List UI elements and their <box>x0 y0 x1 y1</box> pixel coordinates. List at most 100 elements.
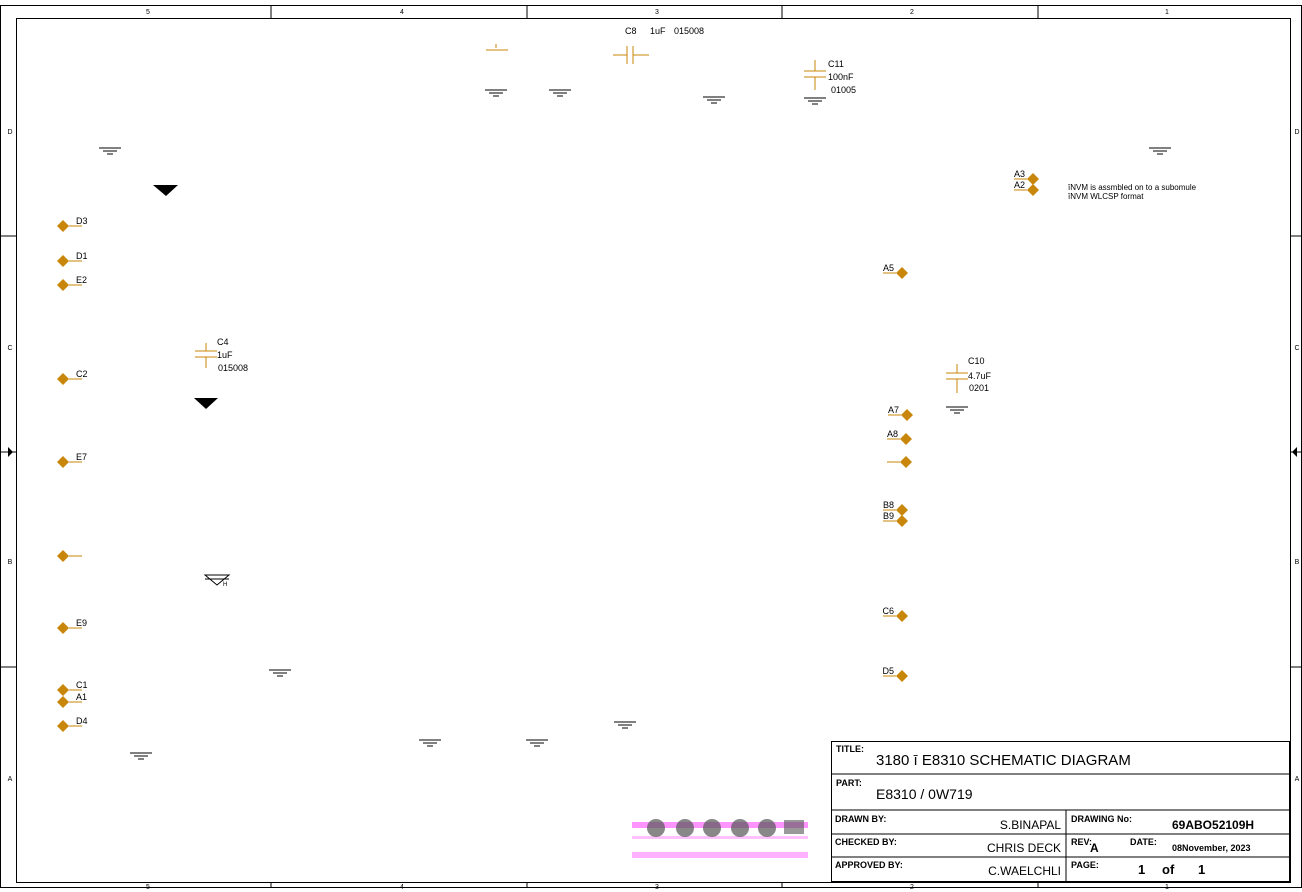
zone-row-label: A <box>8 776 13 783</box>
pin-diamond-icon <box>900 433 912 445</box>
pin-label: A8 <box>887 429 898 439</box>
pin-label: C2 <box>76 369 88 379</box>
pin-port[interactable]: A2 <box>1014 180 1039 196</box>
date-label: DATE: <box>1130 837 1157 847</box>
date: 08November, 2023 <box>1172 843 1251 853</box>
pin-port[interactable]: D3 <box>57 216 88 232</box>
pin-label: B8 <box>883 500 894 510</box>
pin-diamond-icon <box>57 684 69 696</box>
capacitor-value: 100nF <box>828 72 854 82</box>
ground-icon <box>269 669 291 677</box>
pin-diamond-icon <box>57 622 69 634</box>
svg-text:H: H <box>223 582 227 588</box>
ground-icon <box>485 89 507 97</box>
power-flag-icon <box>153 185 178 196</box>
capacitor-c11[interactable] <box>804 60 826 90</box>
pin-port[interactable]: C1 <box>57 680 88 696</box>
pin-port[interactable]: E7 <box>57 452 87 468</box>
capacitor-package: 0201 <box>969 383 989 393</box>
zone-row-label: C <box>1294 345 1299 352</box>
pin-port[interactable] <box>887 456 912 468</box>
pin-diamond-icon <box>57 279 69 291</box>
pin-label: E7 <box>76 452 87 462</box>
pin-port[interactable]: E9 <box>57 618 87 634</box>
capacitor-value: 4.7uF <box>968 371 992 381</box>
page-total: 1 <box>1198 862 1206 877</box>
pin-label: C6 <box>882 606 894 616</box>
page-label: PAGE: <box>1071 860 1099 870</box>
pin-diamond-icon <box>896 267 908 279</box>
pin-label: E9 <box>76 618 87 628</box>
pin-diamond-icon <box>1027 173 1039 185</box>
pin-diamond-icon <box>57 456 69 468</box>
capacitor-ref: C4 <box>217 337 229 347</box>
ground-icon <box>946 406 968 414</box>
pin-diamond-icon <box>57 550 69 562</box>
pin-port[interactable]: A7 <box>888 405 913 421</box>
pin-diamond-icon <box>57 255 69 267</box>
zone-col-label: 3 <box>655 9 659 16</box>
zone-col-label: 1 <box>1165 9 1169 16</box>
pin-label: D3 <box>76 216 88 226</box>
pin-port[interactable]: B8 <box>883 500 908 516</box>
drawn-by: S.BINAPAL <box>999 818 1061 832</box>
zone-row-label: B <box>1295 559 1300 566</box>
pin-label: D1 <box>76 251 88 261</box>
pin-diamond-icon <box>57 696 69 708</box>
capacitor-ref: C8 <box>625 26 637 36</box>
zone-col-label: 2 <box>910 9 914 16</box>
pin-port[interactable]: B9 <box>883 511 908 527</box>
zone-row-label: B <box>8 559 13 566</box>
pin-port[interactable]: A1 <box>57 692 87 708</box>
ground-icon <box>614 721 636 729</box>
ground-symbols <box>99 89 1171 760</box>
drawing-number: 69ABO52109H <box>1172 818 1255 832</box>
pin-port[interactable]: A5 <box>883 263 908 279</box>
page-of: of <box>1162 862 1175 877</box>
capacitor-c4[interactable] <box>195 343 217 368</box>
title-label: TITLE: <box>836 744 864 754</box>
approved-by-label: APPROVED BY: <box>835 860 903 870</box>
capacitor-package: 015008 <box>218 363 248 373</box>
ground-icon <box>1149 147 1171 155</box>
checked-by: CHRIS DECK <box>986 841 1061 855</box>
pin-port[interactable]: C6 <box>882 606 908 622</box>
pin-port[interactable]: E2 <box>57 275 87 291</box>
pin-port[interactable]: A3 <box>1014 169 1039 185</box>
zone-col-label: 1 <box>1165 884 1169 891</box>
part-label: PART: <box>836 778 862 788</box>
zone-col-label: 2 <box>910 884 914 891</box>
pin-port[interactable]: D1 <box>57 251 88 267</box>
drawing-no-label: DRAWING No: <box>1071 814 1132 824</box>
pin-port[interactable]: A8 <box>887 429 912 445</box>
zone-row-label: D <box>1294 129 1299 136</box>
pin-diamond-icon <box>1027 184 1039 196</box>
title-block-frame <box>831 741 1290 882</box>
pin-port[interactable]: D4 <box>57 716 88 732</box>
pin-port[interactable] <box>57 550 82 562</box>
pin-port[interactable]: D5 <box>882 666 908 682</box>
revision: A <box>1090 841 1099 855</box>
capacitor-package: 01005 <box>831 85 856 95</box>
pin-label: A3 <box>1014 169 1025 179</box>
pin-diamond-icon <box>57 720 69 732</box>
capacitor-c10[interactable] <box>946 364 968 393</box>
note-line: īNVM WLCSP format <box>1068 192 1144 201</box>
capacitor-value: 1uF <box>650 26 666 36</box>
pin-label: E2 <box>76 275 87 285</box>
pin-label: D5 <box>882 666 894 676</box>
checked-by-label: CHECKED BY: <box>835 837 897 847</box>
ground-icon <box>526 739 548 747</box>
pin-diamond-icon <box>896 515 908 527</box>
pin-label: C1 <box>76 680 88 690</box>
capacitor-c8[interactable] <box>613 46 649 64</box>
pin-label: B9 <box>883 511 894 521</box>
zone-col-label: 5 <box>146 884 150 891</box>
pin-port[interactable]: C2 <box>57 369 88 385</box>
zone-col-label: 4 <box>400 884 404 891</box>
ground-icon <box>130 752 152 760</box>
pin-diamond-icon <box>896 610 908 622</box>
chassis-ground-icon <box>203 574 231 586</box>
